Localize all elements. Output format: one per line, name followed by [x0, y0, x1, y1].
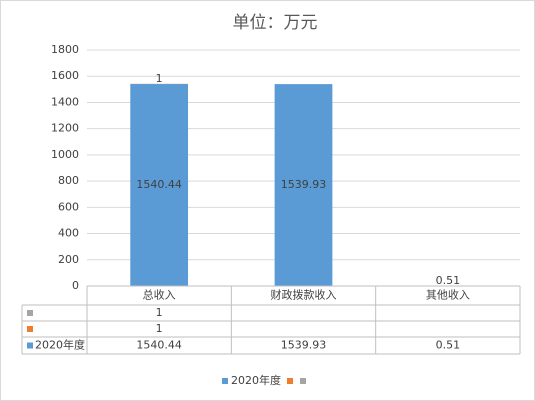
table-legend-key: [27, 310, 33, 316]
y-tick-label: 400: [58, 227, 79, 240]
x-tick-label: 总收入: [143, 288, 176, 302]
y-tick-label: 1000: [51, 148, 79, 161]
y-tick-label: 1200: [51, 122, 79, 135]
y-tick-label: 600: [58, 200, 79, 213]
y-tick-label: 1600: [51, 69, 79, 82]
table-cell: 1539.93: [281, 339, 327, 352]
data-label: 0.51: [436, 274, 461, 287]
chart-title: 单位：万元: [233, 13, 318, 33]
x-tick-label: 其他收入: [426, 288, 470, 302]
y-tick-label: 1800: [51, 43, 79, 56]
y-tick-label: 0: [72, 279, 79, 292]
table-cell: 1: [156, 322, 163, 335]
bar-segment: [130, 84, 189, 287]
data-label: 1540.44: [136, 178, 182, 191]
legend-key: [300, 378, 306, 384]
table-legend-key: [27, 342, 33, 349]
table-cell: 1: [156, 306, 163, 319]
data-label: 1539.93: [281, 178, 327, 191]
legend-key: [222, 378, 228, 384]
y-tick-label: 1400: [51, 95, 79, 108]
legend-key: [287, 378, 293, 384]
bar-segment: [274, 84, 333, 286]
table-series-name: 2020年度: [35, 338, 85, 352]
y-tick-label: 200: [58, 253, 79, 266]
table-cell: 1540.44: [136, 339, 182, 352]
x-tick-label: 财政拨款收入: [271, 288, 337, 302]
table-cell: 0.51: [436, 339, 461, 352]
data-label: 1: [156, 72, 163, 85]
y-tick-label: 800: [58, 174, 79, 187]
legend-label: 2020年度: [231, 373, 281, 387]
table-legend-key: [27, 326, 33, 332]
